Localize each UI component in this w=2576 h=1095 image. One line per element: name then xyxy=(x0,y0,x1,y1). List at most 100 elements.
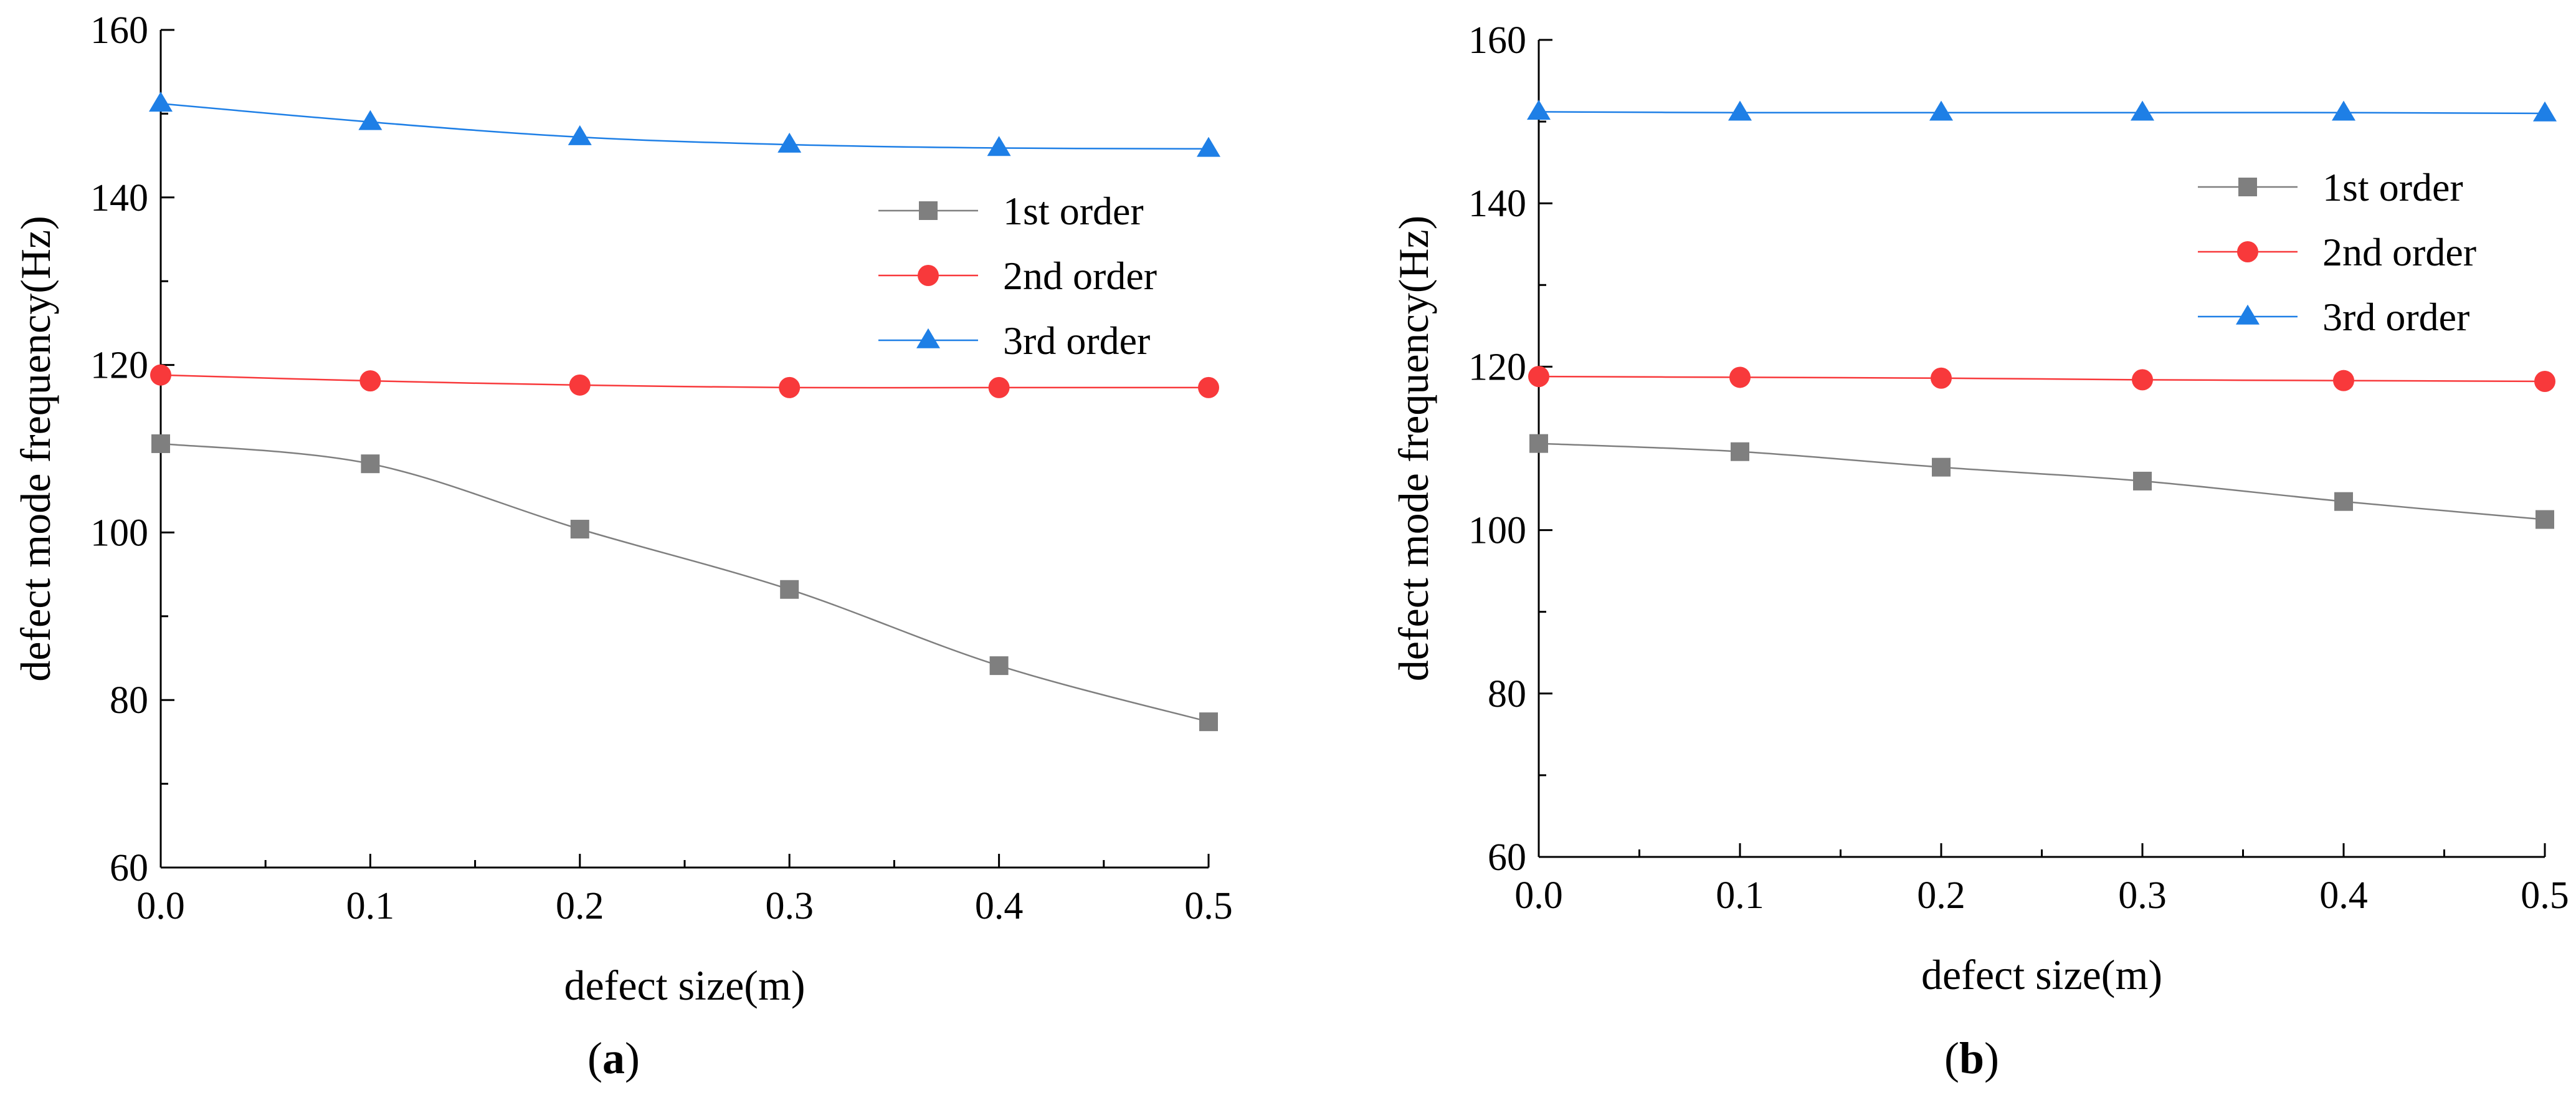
panel-caption: (a) xyxy=(587,1033,640,1083)
y-tick-label: 120 xyxy=(1468,346,1526,388)
y-tick-label: 80 xyxy=(110,679,148,722)
series-3 xyxy=(1527,100,2557,122)
y-tick-label: 120 xyxy=(90,345,148,387)
data-point xyxy=(1527,100,1551,120)
chart-panel-b: 0.0 0.1 0.2 0.3 0.4 0.5 60 80 100 120 140 160 defect… xyxy=(1390,19,2569,1083)
series-2 xyxy=(150,364,1219,398)
y-tick-label: 140 xyxy=(1468,183,1526,225)
x-tick-label: 0.1 xyxy=(1716,874,1764,917)
y-axis-title: defect mode frequency(Hz) xyxy=(12,216,59,682)
x-tick-label: 0.1 xyxy=(346,885,395,927)
series-line xyxy=(160,374,1209,389)
legend-label: 3rd order xyxy=(2322,295,2469,339)
x-tick-label: 0.0 xyxy=(136,885,185,927)
data-point xyxy=(1929,100,1953,121)
data-point xyxy=(2534,370,2555,392)
y-tick-label: 60 xyxy=(1488,836,1526,879)
legend-marker xyxy=(918,265,939,286)
caption-panel-label: b xyxy=(1959,1033,1984,1083)
data-point xyxy=(151,434,170,453)
data-point xyxy=(1931,367,1952,389)
caption-paren-close: ) xyxy=(625,1033,640,1083)
data-point xyxy=(988,376,1010,398)
data-point xyxy=(2133,471,2152,490)
series-1 xyxy=(1529,434,2554,529)
y-tick-label: 100 xyxy=(1468,510,1526,552)
x-tick-label: 0.4 xyxy=(2319,874,2368,917)
data-point xyxy=(2536,510,2554,529)
legend-marker xyxy=(2236,304,2260,325)
x-axis-title: defect size(m) xyxy=(564,962,806,1009)
y-tick-label: 80 xyxy=(1488,673,1526,715)
series-line xyxy=(1538,111,2545,115)
legend-marker xyxy=(2238,178,2257,196)
data-point xyxy=(2334,492,2353,511)
y-tick-label: 100 xyxy=(90,512,148,554)
series-line xyxy=(160,442,1209,723)
data-point xyxy=(1199,712,1218,732)
data-point xyxy=(779,376,801,398)
legend-label: 3rd order xyxy=(1003,318,1150,363)
data-point xyxy=(987,136,1011,156)
data-point xyxy=(1731,442,1749,461)
legend-label: 2nd order xyxy=(2322,230,2476,274)
data-point xyxy=(777,132,802,153)
data-point xyxy=(2333,370,2354,391)
data-point xyxy=(1932,457,1951,477)
legend: 1st order 2nd order 3rd order xyxy=(2198,165,2476,339)
y-tick-label: 140 xyxy=(90,177,148,219)
series-line xyxy=(1538,442,2545,520)
data-point xyxy=(989,656,1009,676)
caption-panel-label: a xyxy=(602,1033,625,1083)
x-tick-label: 0.4 xyxy=(975,885,1024,927)
data-point xyxy=(568,125,592,145)
legend-marker xyxy=(916,328,940,348)
data-point xyxy=(1528,366,1549,388)
data-point xyxy=(358,110,383,130)
series-line xyxy=(1538,375,2545,383)
x-tick-label: 0.5 xyxy=(2521,874,2569,917)
data-point xyxy=(150,364,171,386)
x-tick-label: 0.0 xyxy=(1514,874,1563,917)
legend-label: 1st order xyxy=(1003,189,1144,233)
data-point xyxy=(569,374,591,396)
data-point xyxy=(1197,136,1220,157)
data-point xyxy=(359,370,381,392)
y-tick-label: 60 xyxy=(110,847,148,889)
caption-paren-close: ) xyxy=(1984,1033,1999,1083)
x-tick-label: 0.5 xyxy=(1184,885,1233,927)
chart-panel-a: 0.0 0.1 0.2 0.3 0.4 0.5 60 80 100 120 140 160 defect… xyxy=(12,9,1233,1083)
legend-marker xyxy=(2237,241,2258,262)
data-point xyxy=(2533,101,2557,122)
data-point xyxy=(1729,366,1751,388)
legend-label: 2nd order xyxy=(1003,254,1157,298)
data-point xyxy=(780,580,799,599)
y-tick-label: 160 xyxy=(1468,19,1526,62)
data-point xyxy=(2332,100,2355,121)
y-axis-title: defect mode frequency(Hz) xyxy=(1390,216,1437,682)
x-tick-label: 0.3 xyxy=(2118,874,2167,917)
series-2 xyxy=(1528,366,2555,392)
x-tick-label: 0.2 xyxy=(1917,874,1965,917)
data-point xyxy=(570,520,589,539)
data-point xyxy=(1198,376,1219,398)
legend-label: 1st order xyxy=(2322,165,2463,209)
x-axis-title: defect size(m) xyxy=(1921,951,2162,998)
data-point xyxy=(2132,369,2153,391)
x-tick-label: 0.2 xyxy=(556,885,604,927)
legend-marker xyxy=(919,201,938,220)
data-point xyxy=(361,454,380,474)
series-line xyxy=(160,103,1209,150)
caption-paren-open: ( xyxy=(587,1033,602,1083)
legend: 1st order 2nd order 3rd order xyxy=(878,189,1157,363)
panel-caption: (b) xyxy=(1944,1033,1999,1083)
data-point xyxy=(1529,434,1548,453)
series-3 xyxy=(149,92,1220,157)
data-point xyxy=(2131,100,2154,121)
data-point xyxy=(1728,100,1752,121)
y-tick-label: 160 xyxy=(90,9,148,52)
data-point xyxy=(149,92,173,112)
series-1 xyxy=(151,434,1218,732)
x-tick-label: 0.3 xyxy=(765,885,814,927)
